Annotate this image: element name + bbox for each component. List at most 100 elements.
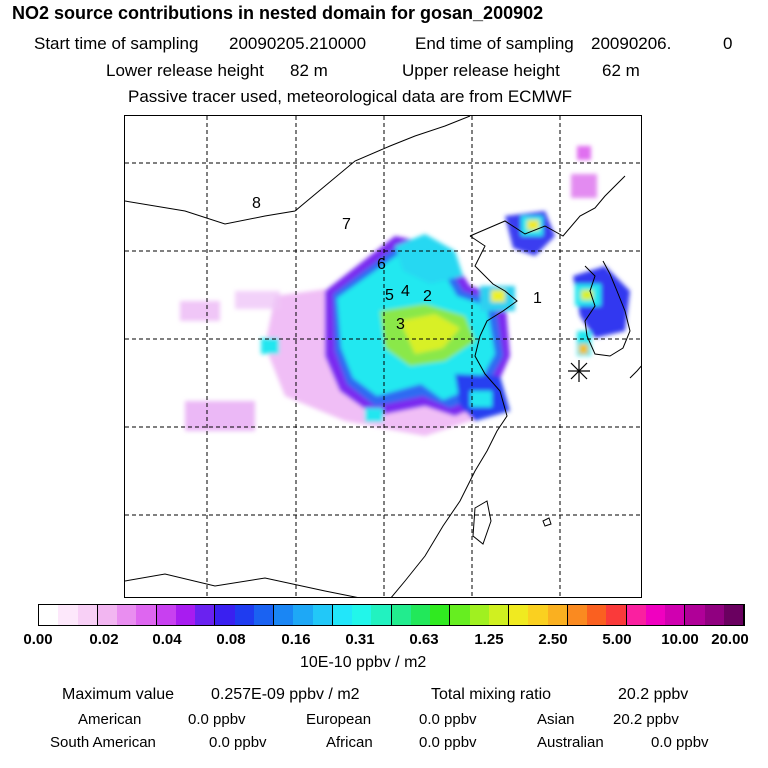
coast-japan [629,365,641,379]
colorbar-segment [469,605,489,625]
colorbar-segment [626,605,646,625]
island-small [542,517,552,527]
plume-far-north [577,146,591,160]
total-mixing-value: 20.2 ppbv [618,686,689,703]
colorbar-tick-8: 2.50 [538,631,568,648]
colorbar-segment [723,605,744,625]
colorbar-tick-2: 0.04 [152,631,182,648]
colorbar-segment [645,605,665,625]
colorbar [38,604,745,626]
colorbar-segment [332,605,352,625]
colorbar-segment [175,605,195,625]
asterisk-icon [568,360,590,382]
upper-height-label: Upper release height [402,61,560,80]
region-value-australian: 0.0 ppbv [651,734,709,751]
colorbar-tick-5: 0.31 [345,631,375,648]
island-taiwan [472,500,492,545]
max-value-label: Maximum value [62,686,175,703]
concentration-field [180,146,630,436]
colorbar-segment [685,605,705,625]
colorbar-tick-0: 0.00 [23,631,53,648]
plume-bohai-core [491,290,505,302]
colorbar-segment [117,605,137,625]
lower-height-value: 82 m [290,61,328,80]
region-value-asian: 20.2 ppbv [613,711,679,728]
colorbar-segment [391,605,411,625]
region-name-african: African [326,734,373,751]
colorbar-segment [547,605,568,625]
colorbar-tick-11: 20.00 [711,631,749,648]
region-value-american: 0.0 ppbv [188,711,246,728]
lower-height-label: Lower release height [106,61,264,80]
coastlines [125,116,641,597]
colorbar-segment [587,605,607,625]
coast-korea [584,260,631,357]
region-label-3: 3 [396,316,405,333]
max-value: 0.257E-09 ppbv / m2 [211,686,360,703]
colorbar-segment [39,605,59,625]
plume-faint-southwest [185,401,255,431]
upper-height-value: 62 m [602,61,640,80]
map-title: NO2 source contributions in nested domai… [12,3,544,23]
colorbar-segment [274,605,294,625]
plume-faint-northwest [235,291,280,309]
colorbar-tick-6: 0.63 [409,631,439,648]
coast-south [125,573,358,597]
colorbar-segment [215,605,235,625]
region-name-asian: Asian [537,711,575,728]
region-label-2: 2 [423,288,432,305]
colorbar-segment [195,605,216,625]
region-value-south-american: 0.0 ppbv [209,734,267,751]
colorbar-segment [253,605,274,625]
colorbar-segment [450,605,470,625]
plume-north-arm [395,234,463,284]
end-time-value: 20090206. [591,34,672,53]
region-label-7: 7 [342,216,351,233]
colorbar-segment [528,605,548,625]
end-time-suffix: 0 [723,34,733,53]
colorbar-segment [136,605,157,625]
colorbar-tick-1: 0.02 [89,631,119,648]
colorbar-segment [371,605,392,625]
plume-korea-south-hot [579,344,588,354]
plume-far-northeast [571,174,597,198]
colorbar-tick-3: 0.08 [216,631,246,648]
end-time-label: End time of sampling [415,34,574,53]
start-time-value: 20090205.210000 [229,34,367,53]
colorbar-tick-9: 5.00 [602,631,632,648]
colorbar-segment [509,605,529,625]
region-label-4: 4 [401,283,410,300]
colorbar-segment [58,605,78,625]
region-label-5: 5 [385,287,394,304]
colorbar-segment [234,605,254,625]
colorbar-segment [704,605,724,625]
colorbar-segment [488,605,509,625]
coast-china-east [391,235,518,597]
plume-northeast-hot [527,220,539,230]
colorbar-segment [567,605,587,625]
region-name-american: American [78,711,142,728]
plume-korea-core [581,290,593,300]
plume-faint-west [180,301,220,321]
colorbar-segment [410,605,430,625]
total-mixing-label: Total mixing ratio [431,686,552,703]
colorbar-tick-7: 1.25 [474,631,504,648]
colorbar-segment [430,605,451,625]
colorbar-segment [97,605,117,625]
coast-bohai [469,175,626,237]
plume-west [261,338,279,354]
region-label-8: 8 [252,195,261,212]
colorbar-segment [293,605,313,625]
colorbar-segment [665,605,686,625]
colorbar-segment [606,605,627,625]
region-value-european: 0.0 ppbv [419,711,477,728]
colorbar-tick-10: 10.00 [661,631,699,648]
plume-southeast-core [470,391,492,407]
plume-yellow [400,314,460,354]
region-name-european: European [306,711,372,728]
colorbar-segment [156,605,176,625]
colorbar-segment [77,605,98,625]
map-canvas: 1 2 3 4 5 6 7 8 [125,116,641,597]
colorbar-units: 10E-10 ppbv / m2 [300,654,427,671]
tracer-note: Passive tracer used, meteorological data… [128,87,573,106]
